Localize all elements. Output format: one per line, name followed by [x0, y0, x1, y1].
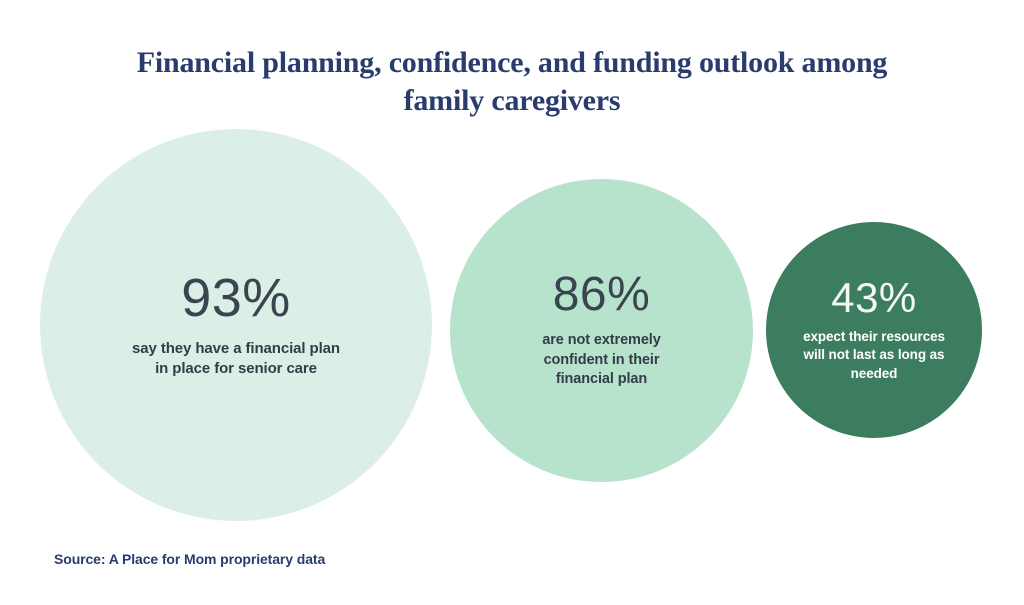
page-title-line-2: family caregivers: [403, 84, 621, 118]
bubble-caption-93-line-2: in place for senior care: [155, 360, 317, 377]
bubble-caption-43: expect their resources will not last as …: [803, 328, 945, 383]
bubble-value-43: 43%: [831, 274, 917, 322]
bubble-stat-43: 43% expect their resources will not last…: [766, 222, 982, 438]
bubble-value-86: 86%: [552, 268, 651, 322]
bubble-caption-43-line-1: expect their resources: [803, 329, 945, 345]
bubble-caption-93-line-1: say they have a financial plan: [132, 339, 340, 357]
bubble-caption-93: say they have a financial plan in place …: [132, 339, 340, 380]
bubble-caption-86-line-1: are not extremely: [542, 332, 661, 349]
page-title: Financial planning, confidence, and fund…: [62, 44, 962, 121]
bubble-caption-86-line-2: confident in their: [543, 351, 660, 368]
bubble-caption-43-line-2: will not last as long as: [803, 347, 945, 363]
source-attribution: Source: A Place for Mom proprietary data: [54, 551, 326, 567]
bubble-value-93: 93%: [181, 267, 291, 328]
page-title-line-1: Financial planning, confidence, and fund…: [136, 46, 888, 79]
bubble-stat-93: 93% say they have a financial plan in pl…: [40, 129, 432, 521]
bubble-caption-86-line-3: financial plan: [555, 371, 648, 388]
bubble-stat-86: 86% are not extremely confident in their…: [450, 179, 753, 482]
bubble-caption-86: are not extremely confident in their fin…: [542, 331, 660, 390]
bubble-caption-43-line-3: needed: [850, 365, 898, 381]
